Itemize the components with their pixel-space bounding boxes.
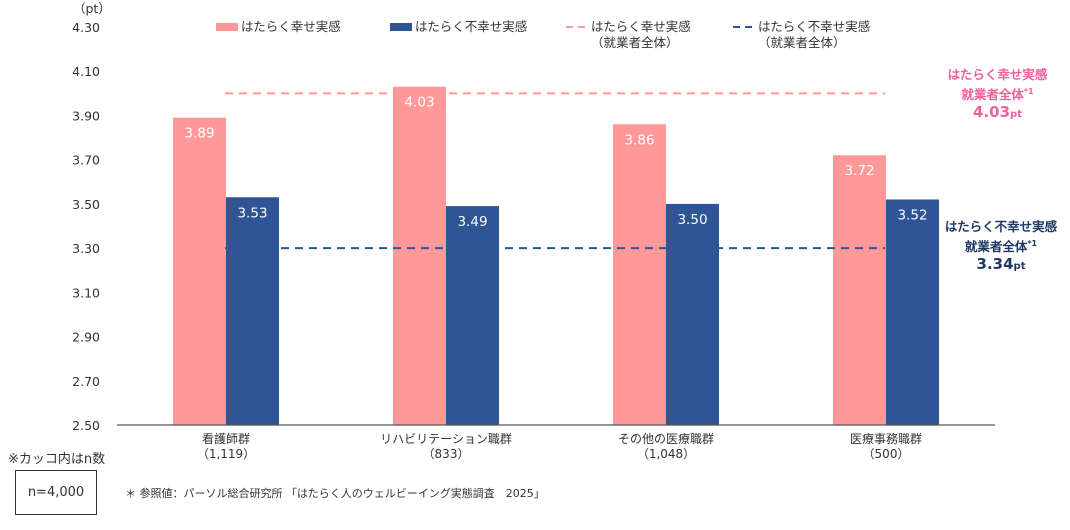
bar-unhappy-2 [666, 203, 719, 425]
x-label-n: （500） [862, 447, 910, 461]
bar-value-label: 3.50 [677, 212, 707, 228]
y-tick-label: 4.30 [72, 20, 100, 35]
legend-dash-unhappy [733, 26, 755, 28]
n-total-box: n=4,000 [15, 470, 97, 515]
bar-happy-1 [393, 86, 446, 425]
source-note: ＊ 参照値：パーソル総合研究所 「はたらく人のウェルビーイング実態調査 2025… [125, 487, 545, 500]
y-tick-label: 2.50 [72, 418, 100, 433]
paren-note: ※カッコ内はn数 [8, 452, 106, 467]
y-tick-label: 2.70 [72, 374, 100, 389]
ref-happy-sup: *1 [1023, 87, 1034, 96]
y-tick-label: 3.30 [72, 241, 100, 256]
bar-value-label: 4.03 [404, 95, 434, 111]
ref-annotation-unhappy: はたらく不幸せ実感 就業者全体*1 3.34pt [932, 218, 1070, 275]
legend-label-unhappy: はたらく不幸せ実感 [415, 19, 528, 34]
legend-ref-happy: はたらく幸せ実感 （就業者全体） [566, 19, 691, 51]
y-tick-label: 2.90 [72, 330, 100, 345]
ref-unhappy-unit: pt [1013, 261, 1026, 273]
bar-unhappy-0 [226, 197, 279, 425]
x-label-n: （1,119） [196, 447, 256, 461]
bar-happy-2 [613, 124, 666, 426]
x-label-0: 看護師群 （1,119） [126, 432, 326, 462]
x-label-n: （1,048） [636, 447, 696, 461]
legend-ref-unhappy: はたらく不幸せ実感 （就業者全体） [733, 19, 870, 51]
ref-annotation-happy: はたらく幸せ実感 就業者全体*1 4.03pt [925, 66, 1070, 123]
bar-value-label: 3.49 [457, 214, 487, 230]
bar-value-label: 3.72 [844, 163, 874, 179]
ref-unhappy-sup: *1 [1027, 239, 1038, 248]
legend-swatch-happy [216, 23, 238, 31]
ref-unhappy-line2: 就業者全体 [964, 239, 1028, 255]
x-label-3: 医療事務職群 （500） [786, 432, 986, 462]
y-tick-label: 3.70 [72, 153, 100, 168]
legend-ref-happy-label2: （就業者全体） [591, 35, 679, 50]
bar-happy-0 [173, 117, 226, 426]
bar-value-label: 3.53 [237, 205, 267, 221]
y-unit-label: （pt） [73, 1, 111, 16]
y-tick-label: 3.50 [72, 197, 100, 212]
y-tick-label: 4.10 [72, 64, 100, 79]
bar-value-label: 3.86 [624, 132, 654, 148]
bar-unhappy-1 [446, 206, 499, 425]
bar-value-label: 3.52 [897, 207, 927, 223]
legend-unhappy: はたらく不幸せ実感 [390, 19, 527, 35]
x-label-2: その他の医療職群 （1,048） [566, 432, 766, 462]
ref-unhappy-line1: はたらく不幸せ実感 [944, 219, 1058, 234]
bar-happy-3 [833, 155, 886, 425]
legend-happy: はたらく幸せ実感 [216, 19, 341, 35]
ref-unhappy-value: 3.34 [976, 255, 1014, 274]
ref-happy-value: 4.03 [973, 103, 1011, 122]
x-label-name: リハビリテーション職群 [380, 432, 512, 446]
legend-label-happy: はたらく幸せ実感 [241, 19, 341, 34]
legend-ref-unhappy-label2: （就業者全体） [758, 35, 846, 50]
y-tick-label: 3.10 [72, 285, 100, 300]
bar-value-label: 3.89 [184, 126, 214, 142]
bar-unhappy-3 [886, 199, 939, 425]
y-tick-label: 3.90 [72, 108, 100, 123]
x-label-name: 看護師群 [201, 432, 250, 446]
x-label-n: （833） [422, 447, 470, 461]
ref-happy-unit: pt [1010, 109, 1022, 121]
legend-dash-happy [566, 26, 588, 28]
x-label-name: その他の医療職群 [617, 432, 714, 446]
x-label-1: リハビリテーション職群 （833） [346, 432, 546, 462]
ref-happy-line1: はたらく幸せ実感 [947, 67, 1048, 82]
legend-swatch-unhappy [390, 23, 412, 31]
ref-happy-line2: 就業者全体 [961, 87, 1024, 103]
bar-chart: （pt） 4.30 4.10 3.90 3.70 3.50 3.30 3.10 2.90 2.7… [72, 1, 995, 433]
legend-ref-unhappy-label: はたらく不幸せ実感 [758, 19, 871, 34]
legend-ref-happy-label: はたらく幸せ実感 [591, 19, 691, 34]
x-label-name: 医療事務職群 [849, 432, 922, 446]
